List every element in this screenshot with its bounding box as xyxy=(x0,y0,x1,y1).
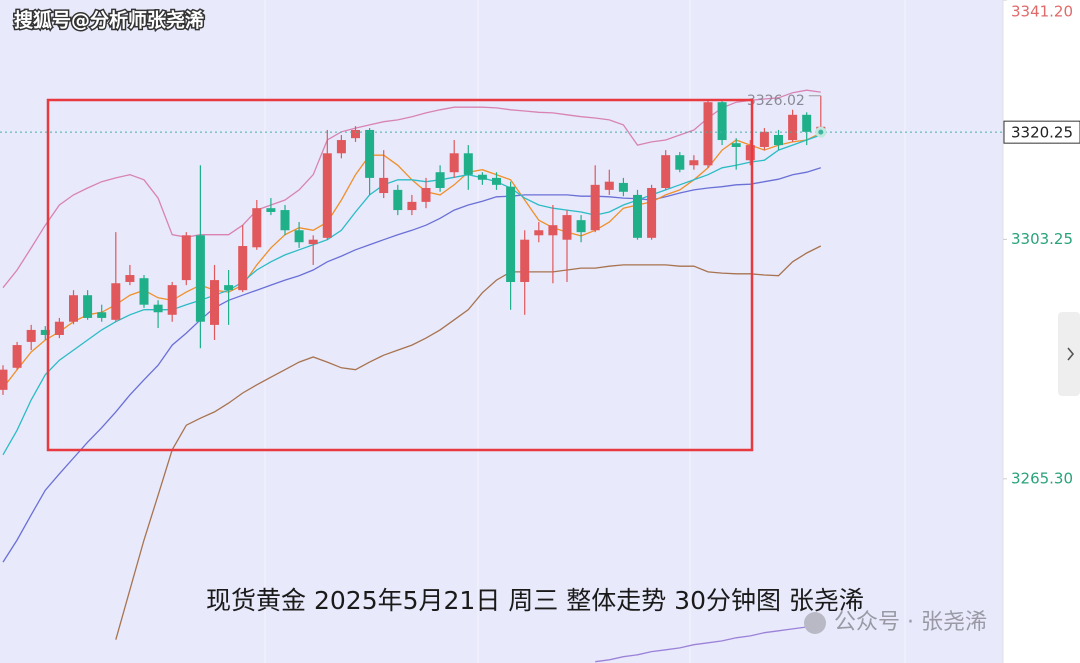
candle-body xyxy=(266,208,276,212)
candle-body xyxy=(407,201,417,211)
watermark-bottom: 公众号 · 张尧浠 xyxy=(834,610,987,635)
candle-body xyxy=(689,160,699,166)
candle-body xyxy=(26,329,36,342)
candle-body xyxy=(618,182,628,192)
y-tick-label: 3341.20 xyxy=(1011,3,1073,21)
candle-body xyxy=(111,283,121,320)
indicator-line xyxy=(115,245,822,640)
caption: 现货黄金 2025年5月21日 周三 整体走势 30分钟图 张尧浠 xyxy=(206,586,864,615)
candle-body xyxy=(252,208,262,248)
candle-body xyxy=(139,278,149,305)
y-tick-label: 3303.25 xyxy=(1011,230,1073,248)
candle-body xyxy=(703,102,713,166)
candle-body xyxy=(280,210,290,231)
plot-area: 3326.02 xyxy=(0,89,1003,663)
highlight-box xyxy=(46,98,754,452)
last-price-box xyxy=(1003,120,1080,144)
candle-body xyxy=(731,143,741,147)
candle-body xyxy=(745,145,755,161)
vertical-grid xyxy=(264,0,906,663)
candle-body xyxy=(69,295,78,322)
candle-body xyxy=(0,369,8,390)
candle-body xyxy=(802,114,812,132)
candle-body xyxy=(393,189,403,211)
candle-body xyxy=(308,239,318,245)
candle-body xyxy=(562,215,572,240)
candle-body xyxy=(717,102,727,141)
candle-body xyxy=(661,155,671,188)
candle-body xyxy=(379,177,389,194)
expand-button[interactable] xyxy=(1058,312,1080,396)
candle-body xyxy=(590,184,600,231)
candle-body xyxy=(421,187,431,202)
indicator-line xyxy=(595,624,821,663)
candle-body xyxy=(365,129,375,178)
candle-body xyxy=(520,239,530,282)
max-high-annotation: 3326.02 xyxy=(747,93,805,109)
last-price-dot xyxy=(815,126,827,138)
candle-body xyxy=(238,246,248,291)
candle-body xyxy=(210,280,219,325)
candle-body xyxy=(435,172,445,188)
candle-body xyxy=(83,295,93,318)
expand-icon xyxy=(1067,347,1075,361)
candle-body xyxy=(506,186,516,282)
candle-body xyxy=(492,177,501,185)
candle-body xyxy=(12,345,22,368)
wechat-icon xyxy=(804,612,826,634)
candle-body xyxy=(167,285,177,315)
last-price-label: 3320.25 xyxy=(1011,124,1073,142)
candle-body xyxy=(449,153,459,173)
indicator-line xyxy=(2,167,821,563)
indicator-line xyxy=(2,134,822,456)
watermark-top: 搜狐号@分析师张尧浠 xyxy=(14,9,204,32)
price-axis: 3320.25 3341.20 3303.25 3265.30 xyxy=(1003,0,1080,487)
candle-body xyxy=(322,153,332,238)
indicator-line xyxy=(2,89,821,289)
candle-body xyxy=(463,153,473,175)
candle-body xyxy=(647,187,657,238)
candle-body xyxy=(195,235,205,322)
candle-body xyxy=(181,235,191,281)
candle-body xyxy=(294,230,304,243)
candle-body xyxy=(604,181,614,190)
candle-body xyxy=(224,285,234,291)
candle-body xyxy=(774,134,783,146)
y-tick-label: 3265.30 xyxy=(1011,469,1073,487)
candle-body xyxy=(54,321,64,335)
candle-body xyxy=(548,225,558,236)
candle-body xyxy=(336,140,346,154)
candle-body xyxy=(125,275,135,282)
candle-body xyxy=(153,304,163,313)
candle-body xyxy=(351,129,360,139)
candle-body xyxy=(633,194,642,238)
plot-background xyxy=(0,0,1003,663)
candle-body xyxy=(788,114,798,141)
candle-body xyxy=(97,312,107,318)
candle-body xyxy=(576,220,586,233)
candle-body xyxy=(534,230,544,236)
candle-body xyxy=(477,174,487,180)
candle-body xyxy=(759,131,769,147)
candle-body xyxy=(675,155,685,170)
candle-body xyxy=(40,329,50,335)
